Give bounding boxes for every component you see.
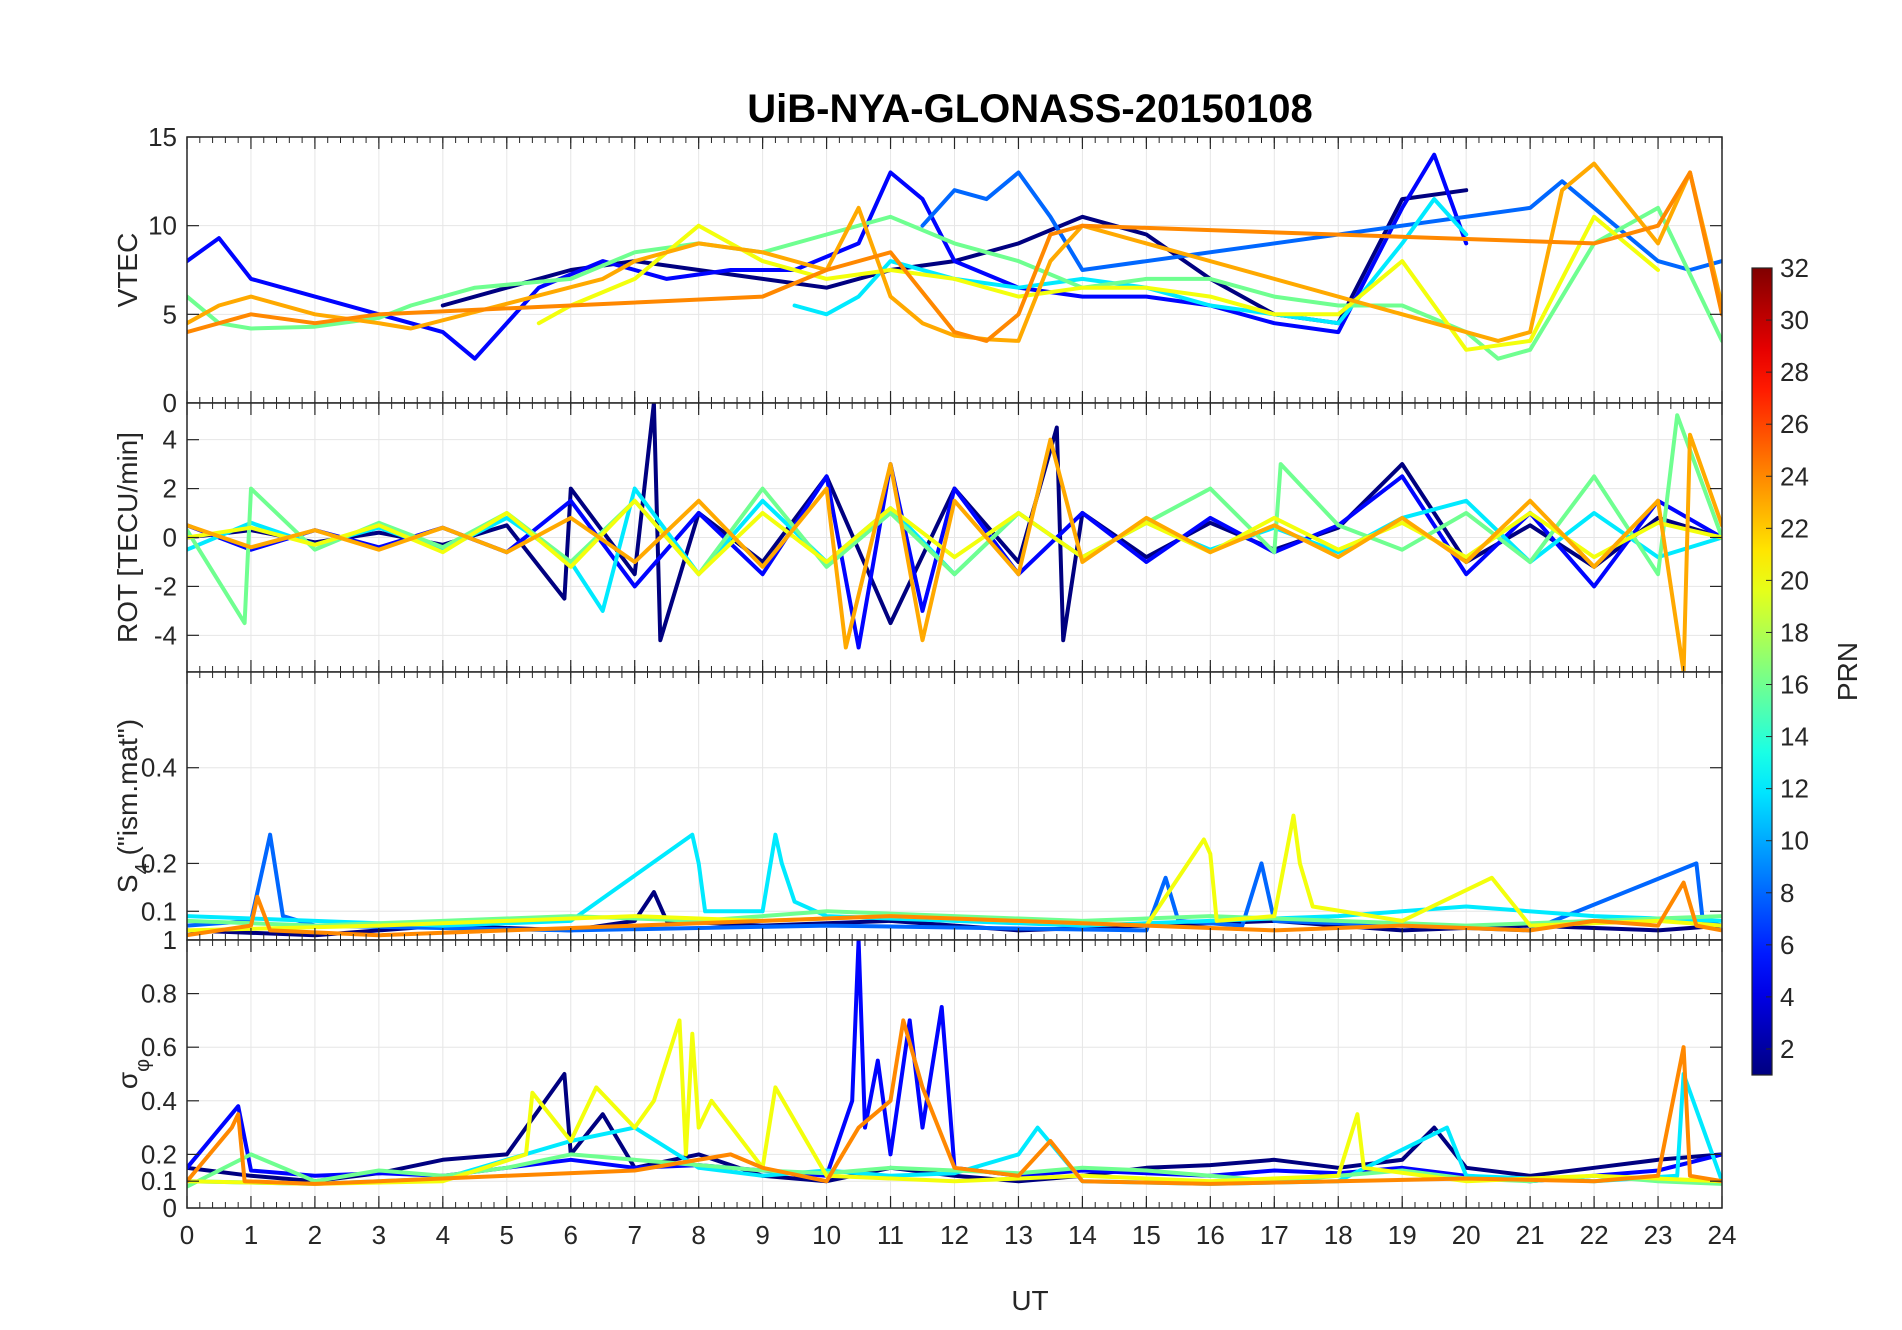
y-tick-label: 0.8 bbox=[141, 979, 177, 1009]
series-line-prn-16 bbox=[187, 413, 1722, 626]
y-axis-label: ROT [TECU/min] bbox=[112, 432, 143, 643]
x-tick-label: 4 bbox=[436, 1220, 450, 1250]
series-line-prn-1 bbox=[187, 403, 1722, 643]
y-tick-label: 2 bbox=[163, 474, 177, 504]
colorbar-tick-label: 32 bbox=[1780, 253, 1809, 283]
x-tick-label: 12 bbox=[940, 1220, 969, 1250]
x-tick-label: 19 bbox=[1388, 1220, 1417, 1250]
x-tick-label: 17 bbox=[1260, 1220, 1289, 1250]
y-axis-label: σφ bbox=[112, 1059, 154, 1089]
colorbar-label: PRN bbox=[1832, 642, 1863, 701]
panel-vtec: 0 5 10 15 VTEC bbox=[112, 122, 1723, 418]
x-axis-label: UT bbox=[1011, 1285, 1048, 1316]
y-tick-label: 15 bbox=[148, 122, 177, 152]
series-group bbox=[187, 152, 1722, 361]
y-tick-label: 0 bbox=[163, 1193, 177, 1223]
colorbar-gradient bbox=[1751, 267, 1773, 1076]
x-tick-label: 18 bbox=[1324, 1220, 1353, 1250]
colorbar-tick-label: 28 bbox=[1780, 357, 1809, 387]
y-tick-label: 0 bbox=[163, 523, 177, 553]
x-tick-label: 20 bbox=[1452, 1220, 1481, 1250]
x-tick-label: 21 bbox=[1516, 1220, 1545, 1250]
y-tick-label: 0.1 bbox=[141, 1166, 177, 1196]
colorbar-tick-label: 14 bbox=[1780, 722, 1809, 752]
y-tick-label: 0.1 bbox=[141, 896, 177, 926]
panel-rot: -4 -2 0 2 4 ROT [TECU/min] bbox=[112, 402, 1723, 673]
series-line-prn-20 bbox=[187, 813, 1722, 933]
series-line-prn-1 bbox=[187, 1072, 1722, 1184]
colorbar-tick-label: 16 bbox=[1780, 670, 1809, 700]
x-tick-label: 7 bbox=[627, 1220, 641, 1250]
colorbar-tick-label: 12 bbox=[1780, 774, 1809, 804]
colorbar-tick-label: 26 bbox=[1780, 409, 1809, 439]
y-tick-label: -4 bbox=[154, 620, 177, 650]
series-line-prn-12 bbox=[187, 832, 1722, 928]
x-tick-label: 9 bbox=[755, 1220, 769, 1250]
colorbar-tick-label: 8 bbox=[1780, 878, 1794, 908]
series-line-prn-23 bbox=[187, 432, 1722, 672]
series-line-prn-24 bbox=[187, 170, 1722, 343]
series-line-prn-16 bbox=[187, 909, 1722, 928]
y-tick-label: 0.6 bbox=[141, 1032, 177, 1062]
y-tick-label: 4 bbox=[163, 425, 177, 455]
colorbar-tick-label: 30 bbox=[1780, 305, 1809, 335]
x-tick-label: 16 bbox=[1196, 1220, 1225, 1250]
series-line-prn-24 bbox=[187, 1018, 1722, 1186]
series-line-prn-20 bbox=[187, 1018, 1722, 1186]
y-tick-label: 0.2 bbox=[141, 848, 177, 878]
colorbar-tick-label: 2 bbox=[1780, 1034, 1794, 1064]
y-tick-label: 0.2 bbox=[141, 1139, 177, 1169]
y-tick-label: -2 bbox=[154, 571, 177, 601]
x-tick-label: 6 bbox=[564, 1220, 578, 1250]
x-tick-label: 8 bbox=[691, 1220, 705, 1250]
panel-s4: 0.1 0.2 0.4S4 ("ism.mat") bbox=[112, 671, 1723, 941]
axes-box bbox=[186, 939, 1723, 1209]
colorbar-tick-label: 20 bbox=[1780, 565, 1809, 595]
colorbar-tick-label: 24 bbox=[1780, 461, 1809, 491]
series-group bbox=[187, 403, 1722, 672]
x-tick-label: 23 bbox=[1644, 1220, 1673, 1250]
x-tick-label: 0 bbox=[180, 1220, 194, 1250]
x-tick-label: 2 bbox=[308, 1220, 322, 1250]
x-tick-label: 22 bbox=[1580, 1220, 1609, 1250]
x-tick-label: 14 bbox=[1068, 1220, 1097, 1250]
y-tick-label: 1 bbox=[163, 925, 177, 955]
y-axis-label: S4 ("ism.mat") bbox=[112, 719, 154, 893]
x-tick-label: 10 bbox=[812, 1220, 841, 1250]
series-line-prn-20 bbox=[187, 498, 1722, 577]
series-line-prn-23 bbox=[187, 161, 1722, 343]
series-group bbox=[187, 940, 1722, 1189]
x-tick-label: 3 bbox=[372, 1220, 386, 1250]
y-tick-label: 0.4 bbox=[141, 1086, 177, 1116]
y-tick-label: 0.4 bbox=[141, 753, 177, 783]
colorbar-tick-label: 18 bbox=[1780, 617, 1809, 647]
chart-title: UiB-NYA-GLONASS-20150108 bbox=[747, 87, 1312, 131]
x-tick-label: 15 bbox=[1132, 1220, 1161, 1250]
y-tick-label: 5 bbox=[163, 299, 177, 329]
y-tick-label: 0 bbox=[163, 388, 177, 418]
series-line-prn-8 bbox=[920, 170, 1722, 272]
x-tick-label: 11 bbox=[877, 1220, 904, 1250]
x-tick-label: 1 bbox=[244, 1220, 258, 1250]
colorbar-tick-label: 4 bbox=[1780, 982, 1794, 1012]
y-axis-label: VTEC bbox=[112, 233, 143, 308]
x-tick-label: 24 bbox=[1708, 1220, 1737, 1250]
y-tick-label: 10 bbox=[148, 211, 177, 241]
x-tick-label: 13 bbox=[1004, 1220, 1033, 1250]
colorbar-tick-label: 6 bbox=[1780, 930, 1794, 960]
colorbar-tick-label: 22 bbox=[1780, 513, 1809, 543]
colorbar-tick-label: 10 bbox=[1780, 826, 1809, 856]
x-tick-label: 5 bbox=[500, 1220, 514, 1250]
series-line-prn-20 bbox=[536, 214, 1660, 352]
series-line-prn-24 bbox=[187, 880, 1722, 938]
